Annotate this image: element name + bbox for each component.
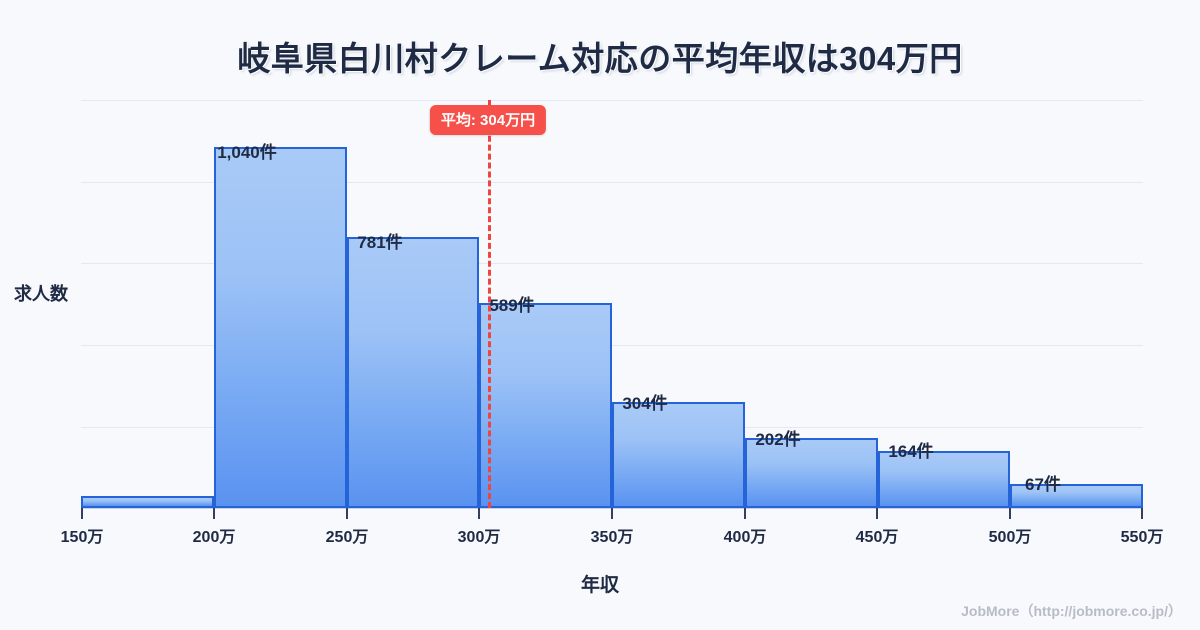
- x-axis-title: 年収: [580, 575, 619, 596]
- footer-credit: JobMore（http://jobmore.co.jp/）: [961, 603, 1182, 619]
- x-tick-label: 500万: [988, 529, 1032, 546]
- bar-value-label: 304件: [622, 394, 668, 413]
- x-tick-mark: [1141, 508, 1143, 519]
- x-tick-label: 250万: [325, 529, 369, 546]
- histogram-bar[interactable]: [81, 496, 214, 508]
- gridline: [81, 345, 1143, 346]
- gridline: [81, 263, 1143, 264]
- y-axis-title: 求人数: [14, 284, 68, 304]
- histogram-bar[interactable]: [1010, 484, 1143, 508]
- histogram-bar[interactable]: [346, 237, 480, 508]
- histogram-bar[interactable]: [877, 451, 1011, 508]
- bar-value-label: 164件: [888, 442, 934, 461]
- bar-value-label: 781件: [357, 233, 403, 252]
- x-tick-mark: [744, 508, 746, 519]
- bar-value-label: 202件: [755, 430, 801, 449]
- gridline: [81, 100, 1143, 101]
- bar-value-label: 67件: [1025, 475, 1061, 494]
- x-tick-label: 550万: [1120, 529, 1164, 546]
- x-tick-label: 200万: [192, 529, 236, 546]
- histogram-bar[interactable]: [612, 402, 745, 508]
- x-tick-mark: [81, 508, 83, 519]
- plot-area: [81, 100, 1143, 508]
- bar-value-label: 1,040件: [217, 143, 277, 162]
- x-tick-mark: [346, 508, 348, 519]
- x-tick-mark: [1009, 508, 1011, 519]
- average-line: [488, 100, 491, 508]
- x-tick-label: 350万: [590, 529, 634, 546]
- bar-value-label: 589件: [489, 296, 535, 315]
- average-badge: 平均: 304万円: [429, 105, 547, 135]
- x-tick-label: 300万: [457, 529, 501, 546]
- histogram-bar[interactable]: [213, 147, 347, 508]
- histogram-bar[interactable]: [479, 303, 612, 508]
- x-tick-mark: [478, 508, 480, 519]
- x-tick-mark: [876, 508, 878, 519]
- x-tick-mark: [611, 508, 613, 519]
- x-tick-label: 400万: [723, 529, 767, 546]
- histogram-bar[interactable]: [744, 438, 878, 508]
- gridline: [81, 182, 1143, 183]
- x-tick-mark: [213, 508, 215, 519]
- x-tick-label: 450万: [855, 529, 899, 546]
- x-tick-label: 150万: [60, 529, 104, 546]
- page-title: 岐阜県白川村クレーム対応の平均年収は304万円: [237, 40, 963, 77]
